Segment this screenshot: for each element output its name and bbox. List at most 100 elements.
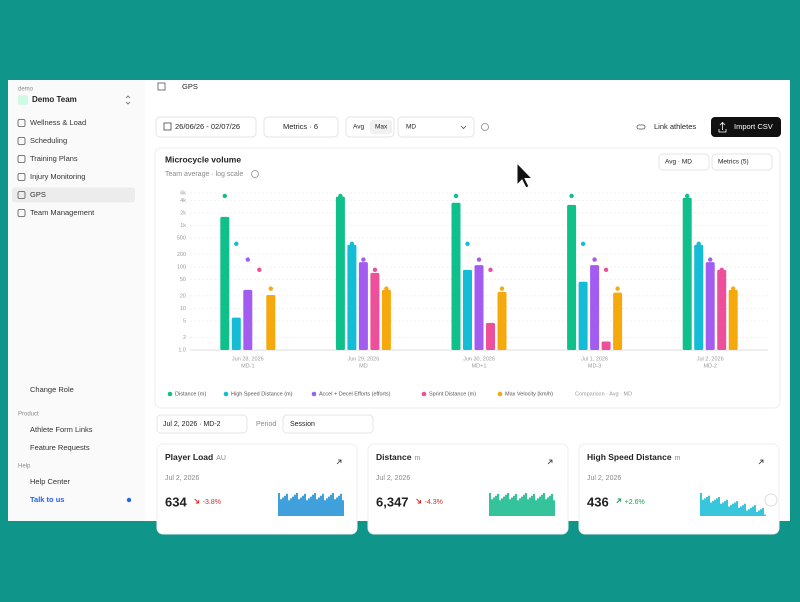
expand-icon[interactable] [547, 459, 553, 465]
legend-label[interactable]: High Speed Distance (m) [231, 391, 293, 397]
y-tick-label: 5 [183, 318, 186, 324]
bar [347, 244, 357, 350]
legend-label[interactable]: Accel + Decel Efforts (efforts) [319, 391, 391, 397]
y-tick-label: 1.0 [178, 347, 186, 353]
nav-item[interactable]: Team Management [30, 208, 95, 217]
sidebar [8, 80, 145, 521]
link-athletes[interactable]: Link athletes [654, 122, 696, 131]
cursor [516, 161, 534, 189]
metrics-select-label: Metrics (5) [718, 159, 749, 166]
nav-item[interactable]: Training Plans [30, 154, 78, 163]
info-icon[interactable] [481, 123, 489, 131]
sidebar-toggle[interactable] [157, 82, 166, 91]
sparkline [700, 493, 766, 516]
md-select[interactable] [397, 116, 475, 138]
link-icon [636, 124, 646, 130]
bar [220, 216, 230, 350]
mode-button[interactable] [658, 153, 710, 171]
period-label: Period [256, 421, 276, 428]
nav-item[interactable]: Athlete Form Links [30, 425, 93, 434]
comparison-dot [245, 257, 250, 262]
expand-icon[interactable] [758, 459, 764, 465]
legend: Distance (m) High Speed Distance (m) Accel… [167, 391, 632, 397]
metrics-select[interactable] [711, 153, 773, 171]
sparkline [278, 493, 344, 516]
nav-item[interactable]: Scheduling [30, 136, 67, 145]
nav-active [12, 187, 135, 203]
nav-item[interactable]: Injury Monitoring [30, 172, 85, 181]
upload-icon [718, 121, 727, 133]
nav-item[interactable]: Talk to us [30, 495, 64, 504]
nav-item[interactable]: GPS [30, 190, 46, 199]
nav-item[interactable]: Wellness & Load [30, 118, 86, 127]
card-title-text: Distance [376, 452, 412, 462]
date-picker[interactable] [155, 116, 257, 138]
comparison-dot [569, 193, 574, 199]
change-role[interactable]: Change Role [30, 385, 74, 394]
x-tick-label: Jul 2, 2026 [697, 356, 724, 362]
team-name[interactable]: Demo Team [32, 95, 77, 104]
comparison-dot [696, 241, 701, 246]
legend-swatch [497, 391, 503, 397]
nav-icon [17, 191, 26, 199]
import-button[interactable] [711, 117, 781, 137]
chart-subtitle: Team average · log scale [165, 171, 243, 178]
md-value: MD [406, 124, 416, 131]
product-label: Product [18, 412, 39, 418]
mode-label: Avg · MD [665, 159, 692, 166]
nav-icon [17, 209, 26, 217]
bar [381, 289, 391, 350]
sparkline [489, 493, 555, 516]
bar [601, 341, 611, 350]
nav: Wellness & Load Scheduling Training Plans I… [12, 118, 135, 217]
agg-max[interactable]: Max [375, 124, 388, 131]
day-select[interactable] [156, 414, 248, 434]
team-icon [18, 95, 28, 105]
metrics-label: Metrics · 6 [283, 122, 318, 131]
card-unit: m [414, 455, 420, 462]
card-date: Jul 2, 2026 [376, 475, 410, 482]
legend-label[interactable]: Distance (m) [175, 391, 206, 397]
metrics-button[interactable] [263, 116, 339, 138]
import-label: Import CSV [734, 122, 773, 131]
team-switch-icon [125, 95, 131, 105]
comparison-dot [719, 267, 724, 273]
info-icon[interactable] [251, 170, 259, 178]
comparison-dot [592, 257, 597, 262]
y-tick-label: 2k [180, 210, 186, 216]
y-tick-label: 500 [177, 235, 186, 241]
legend-label[interactable]: Max Velocity (km/h) [505, 391, 553, 397]
bar [682, 197, 692, 350]
card-date: Jul 2, 2026 [587, 475, 621, 482]
legend-label[interactable]: Sprint Distance (m) [429, 391, 476, 397]
legend-swatch [167, 391, 173, 397]
bar [728, 289, 738, 350]
comparison-dot [603, 267, 609, 273]
bar [497, 291, 507, 350]
agg-avg[interactable]: Avg [353, 124, 364, 131]
nav-item[interactable]: Help Center [30, 477, 71, 486]
x-tick-label: Jul 1, 2026 [581, 356, 608, 362]
card-title: Player Load AU [165, 452, 226, 462]
nav-item[interactable]: Feature Requests [30, 443, 90, 452]
comparison-dot [222, 193, 227, 199]
period-select[interactable] [282, 414, 374, 434]
card-title: High Speed Distance m [587, 452, 681, 462]
comparison-dot [499, 286, 505, 291]
comparison-dot [465, 241, 470, 246]
calendar-icon [163, 122, 172, 131]
org-label: demo [18, 87, 34, 93]
help-label: Help [18, 464, 31, 470]
expand-icon[interactable] [336, 459, 342, 465]
chart-title: Microcycle volume [165, 154, 241, 164]
bar [370, 272, 380, 350]
card-value: 436 [587, 494, 609, 509]
card-title-text: High Speed Distance [587, 452, 672, 462]
nav-icon [17, 173, 26, 181]
comparison-dot [257, 267, 262, 273]
y-tick-label: 1k [180, 223, 186, 229]
help-bubble[interactable] [764, 493, 778, 507]
card-change: -3.8% [203, 499, 221, 506]
card-date: Jul 2, 2026 [165, 475, 199, 482]
